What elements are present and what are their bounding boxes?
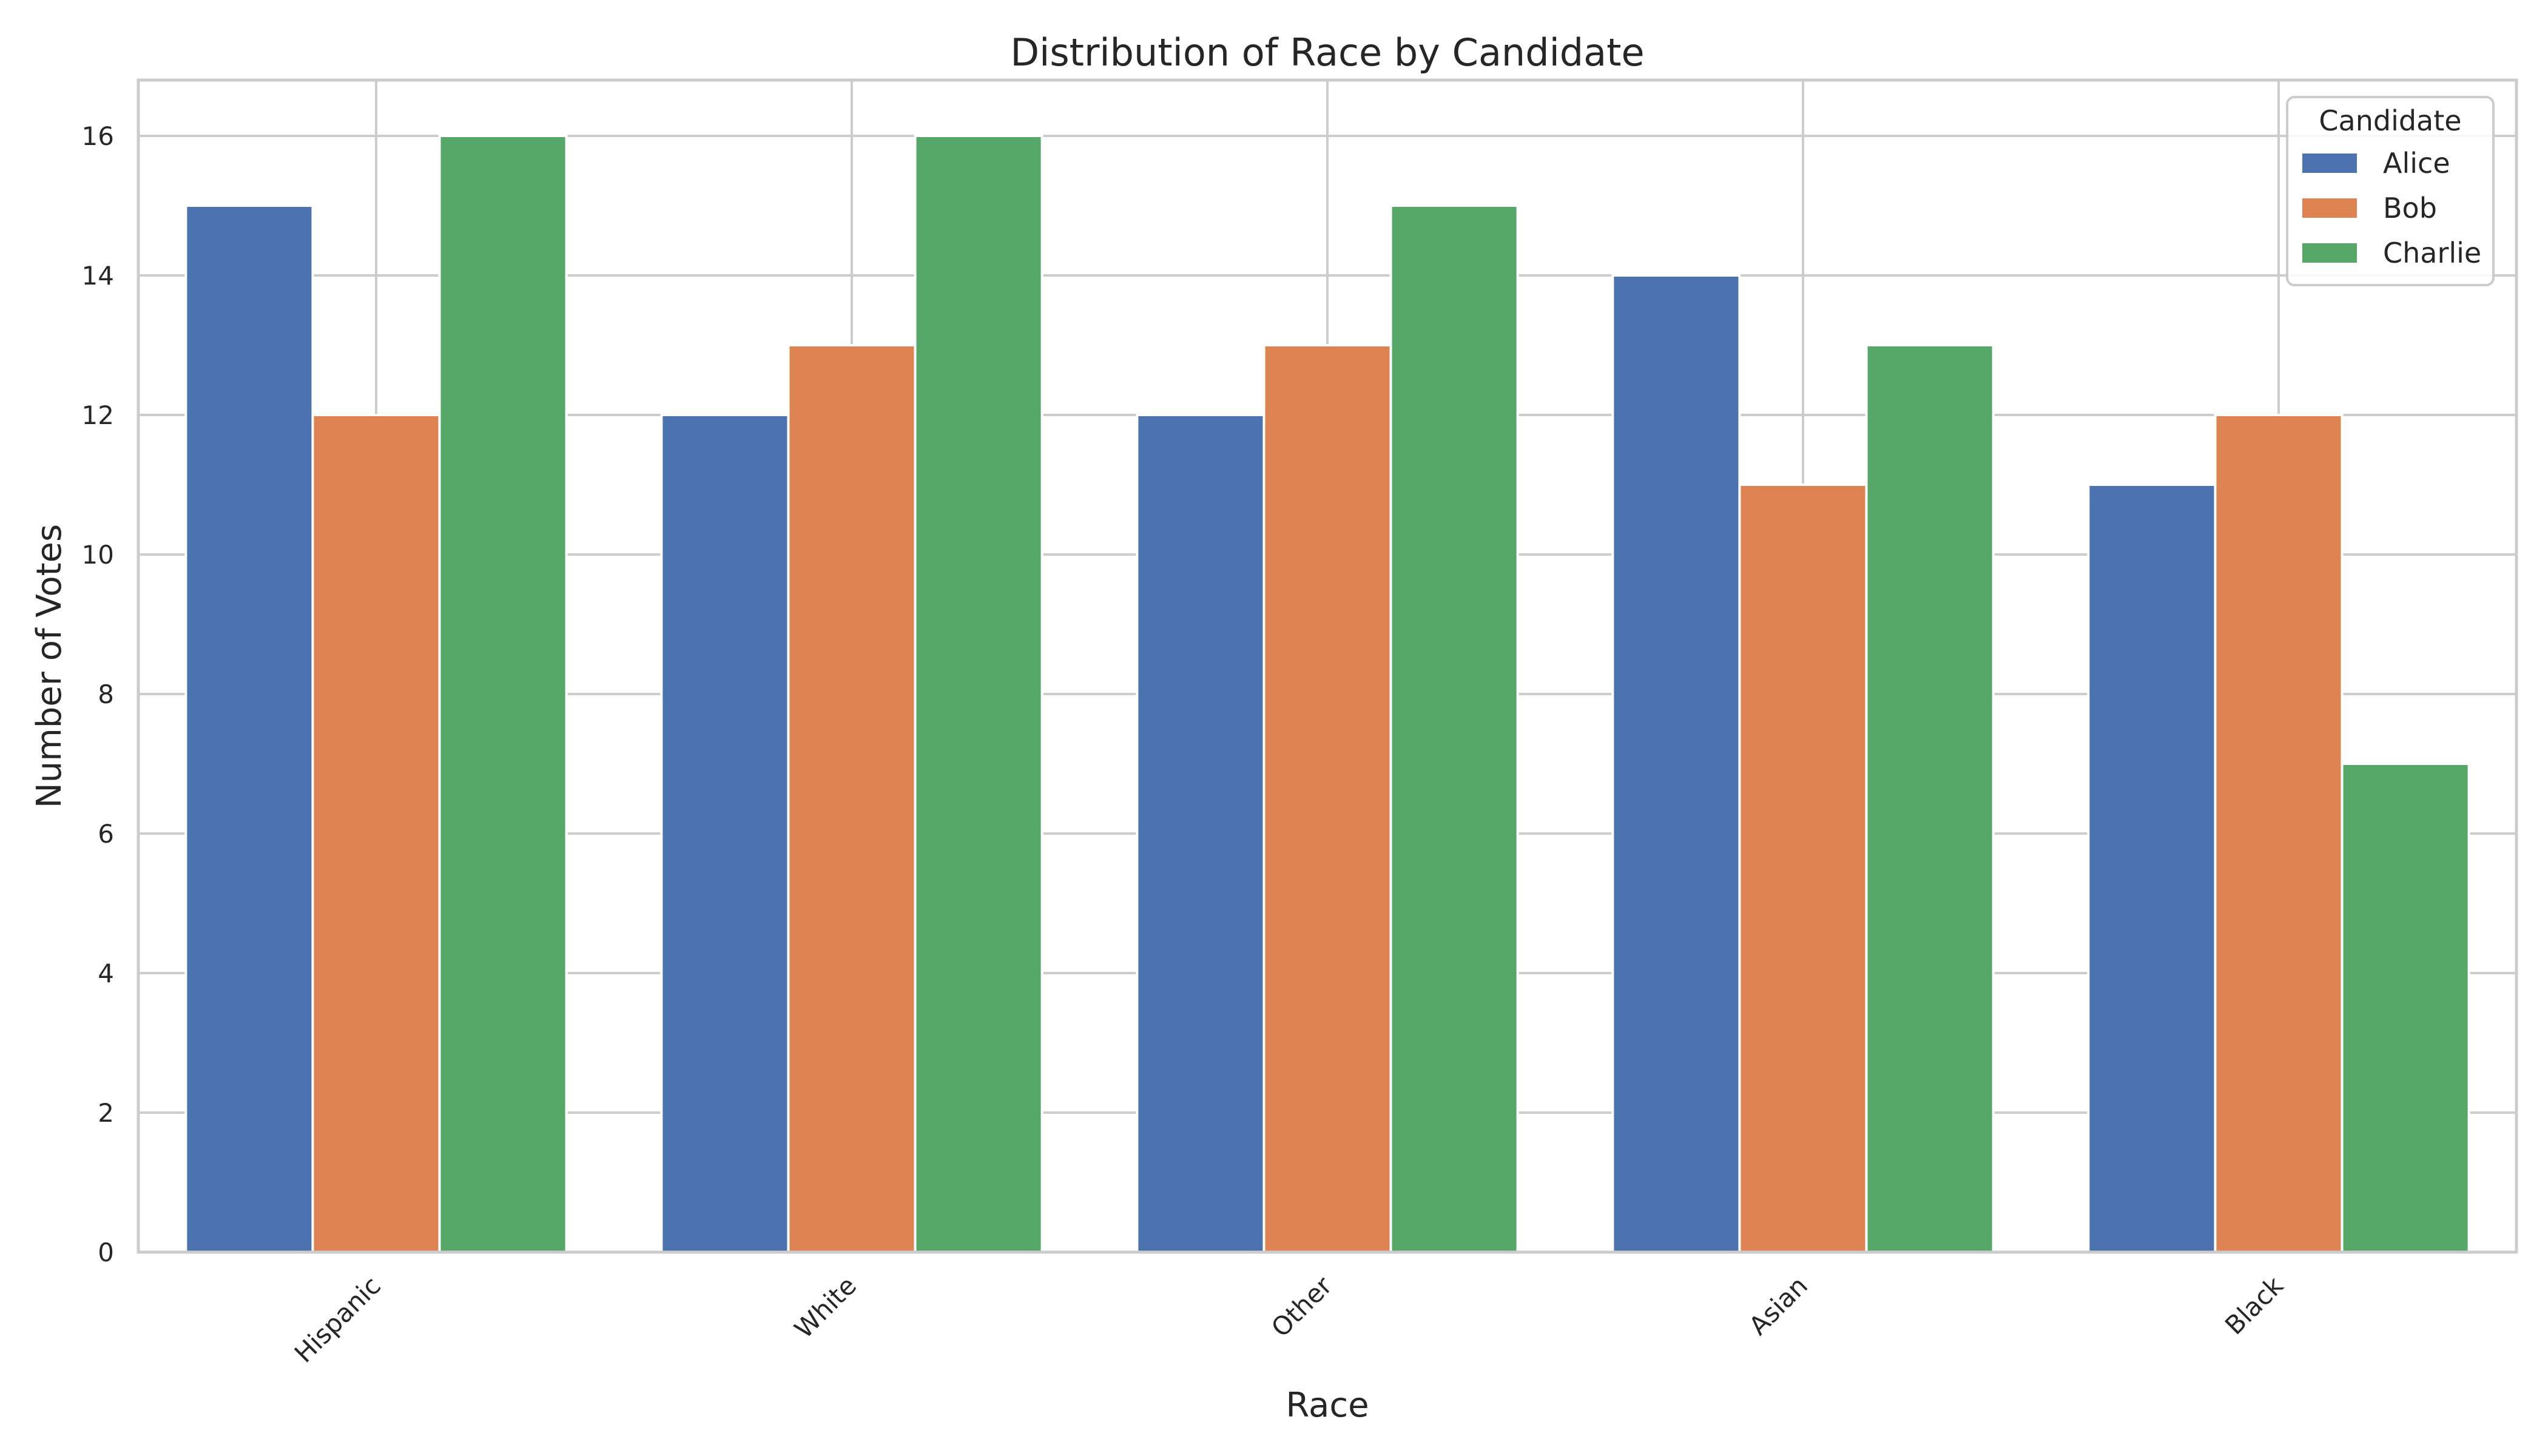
y-tick-label: 16 xyxy=(82,121,114,151)
y-tick-label: 10 xyxy=(82,540,114,570)
bar-bob-white xyxy=(787,344,917,1253)
y-tick-label: 0 xyxy=(98,1238,114,1267)
bar-bob-black xyxy=(2214,414,2344,1253)
bar-charlie-other xyxy=(1389,204,1519,1253)
bar-charlie-hispanic xyxy=(438,135,568,1253)
bars xyxy=(184,135,2470,1253)
y-tick-label: 12 xyxy=(82,400,114,430)
x-axis-label: Race xyxy=(1286,1386,1369,1425)
legend-label-bob: Bob xyxy=(2383,192,2437,224)
chart-title: Distribution of Race by Candidate xyxy=(1010,30,1644,75)
legend-swatch-alice xyxy=(2302,153,2357,173)
y-tick-label: 6 xyxy=(98,819,114,849)
legend-label-charlie: Charlie xyxy=(2383,237,2481,269)
y-tick-label: 4 xyxy=(98,959,114,988)
y-tick-label: 8 xyxy=(98,679,114,709)
legend-swatch-charlie xyxy=(2302,243,2357,263)
legend-items: Alice Bob Charlie xyxy=(2302,147,2481,269)
legend-box xyxy=(2286,96,2495,286)
bar-alice-black xyxy=(2087,484,2217,1253)
y-axis-ticks: 0 2 4 6 8 10 12 14 16 xyxy=(82,121,114,1267)
bar-alice-white xyxy=(660,414,790,1253)
legend-title: Candidate xyxy=(2319,104,2461,137)
x-axis-ticks: Hispanic White Other Asian Black xyxy=(289,1270,2290,1369)
bar-charlie-asian xyxy=(1865,344,1995,1253)
plot-frame xyxy=(136,78,2518,1254)
x-tick-label: White xyxy=(789,1270,862,1344)
bar-alice-asian xyxy=(1611,274,1741,1253)
y-tick-label: 2 xyxy=(98,1098,114,1128)
bar-alice-other xyxy=(1136,414,1266,1253)
legend-swatch-bob xyxy=(2302,198,2357,218)
bar-alice-hispanic xyxy=(184,204,314,1253)
x-tick-label: Black xyxy=(2219,1270,2289,1340)
bar-bob-other xyxy=(1262,344,1392,1253)
x-tick-label: Other xyxy=(1266,1270,1338,1343)
x-tick-label: Hispanic xyxy=(289,1270,386,1368)
y-tick-label: 14 xyxy=(82,261,114,291)
bar-charlie-white xyxy=(914,135,1043,1253)
bar-charlie-black xyxy=(2341,763,2470,1253)
x-tick-label: Asian xyxy=(1743,1270,1813,1341)
legend-label-alice: Alice xyxy=(2383,147,2450,180)
y-axis-label: Number of Votes xyxy=(30,524,69,808)
legend: Candidate Alice Bob Charlie xyxy=(2286,96,2495,286)
bar-bob-hispanic xyxy=(311,414,441,1253)
bar-bob-asian xyxy=(1738,484,1868,1253)
